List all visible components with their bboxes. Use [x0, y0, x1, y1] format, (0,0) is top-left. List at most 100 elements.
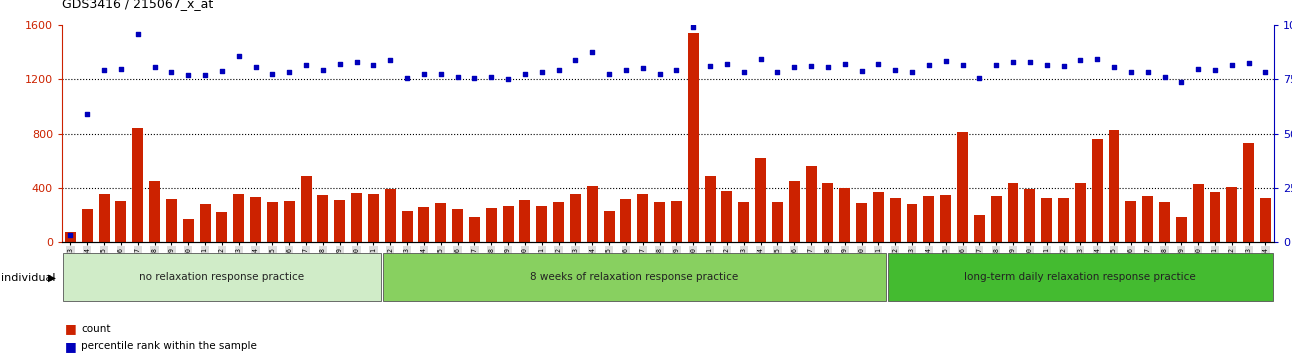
Bar — [284, 201, 295, 242]
Point — [1238, 60, 1258, 66]
Bar — [98, 194, 110, 242]
Bar — [385, 189, 395, 242]
Point — [296, 63, 317, 68]
Bar — [1193, 184, 1204, 242]
Point — [464, 75, 484, 81]
Bar — [469, 217, 479, 242]
Bar — [132, 128, 143, 242]
Point — [262, 71, 283, 76]
Point — [1019, 59, 1040, 64]
Point — [413, 71, 434, 76]
Point — [162, 70, 182, 75]
Point — [430, 71, 451, 76]
Point — [531, 69, 552, 75]
Point — [61, 232, 81, 238]
Point — [1137, 70, 1158, 75]
Bar — [81, 209, 93, 242]
Bar — [1008, 183, 1018, 242]
Point — [514, 72, 535, 77]
Bar — [1092, 139, 1102, 242]
Bar — [687, 33, 699, 242]
Text: individual: individual — [1, 273, 56, 283]
Point — [1171, 79, 1191, 85]
Bar — [165, 199, 177, 242]
Bar — [419, 207, 429, 242]
Point — [279, 70, 300, 75]
Bar — [637, 194, 649, 242]
Bar — [503, 206, 513, 242]
Point — [212, 68, 233, 74]
Bar — [1025, 189, 1035, 242]
Bar — [873, 192, 884, 242]
Point — [1070, 57, 1090, 63]
Point — [935, 58, 956, 64]
Bar — [536, 206, 548, 242]
Bar — [351, 193, 362, 242]
Bar — [771, 202, 783, 242]
Point — [615, 67, 636, 73]
Point — [952, 62, 973, 68]
Bar — [402, 211, 412, 242]
Point — [1036, 62, 1057, 68]
Bar — [1142, 196, 1154, 242]
Point — [145, 64, 165, 70]
Bar — [335, 200, 345, 242]
FancyBboxPatch shape — [382, 253, 886, 301]
Point — [1204, 67, 1225, 73]
Bar — [1075, 183, 1085, 242]
Bar — [806, 166, 817, 242]
Bar — [957, 132, 968, 242]
Point — [700, 63, 721, 69]
Text: ■: ■ — [65, 322, 76, 335]
Text: count: count — [81, 324, 111, 333]
Point — [801, 63, 822, 69]
Bar — [907, 204, 917, 242]
Point — [1103, 64, 1124, 70]
Point — [548, 68, 568, 73]
Point — [1187, 66, 1208, 72]
Text: long-term daily relaxation response practice: long-term daily relaxation response prac… — [964, 272, 1196, 282]
Bar — [671, 201, 682, 242]
Point — [1255, 69, 1275, 75]
Bar — [1226, 187, 1238, 242]
Bar — [553, 202, 565, 242]
Bar — [435, 203, 446, 242]
FancyBboxPatch shape — [63, 253, 381, 301]
Bar — [1125, 201, 1136, 242]
Bar — [519, 200, 530, 242]
Bar — [149, 181, 160, 242]
Bar — [301, 176, 311, 242]
Point — [229, 53, 249, 59]
Bar — [1243, 143, 1255, 242]
Bar — [924, 195, 934, 242]
Bar — [1159, 202, 1171, 242]
Point — [649, 71, 669, 76]
Point — [581, 49, 602, 55]
Point — [128, 32, 149, 37]
Point — [397, 75, 417, 81]
Bar — [587, 186, 598, 242]
Point — [784, 64, 805, 70]
Bar — [318, 195, 328, 242]
Point — [497, 76, 518, 82]
Point — [683, 24, 704, 30]
Bar — [1209, 192, 1221, 242]
Bar — [217, 212, 227, 242]
Point — [751, 56, 771, 62]
Bar — [738, 202, 749, 242]
Bar — [788, 181, 800, 242]
Bar — [570, 194, 581, 242]
Point — [94, 68, 115, 73]
Point — [245, 64, 266, 70]
Text: ▶: ▶ — [48, 273, 56, 283]
Point — [818, 64, 839, 70]
Bar — [251, 197, 261, 242]
Bar — [234, 194, 244, 242]
Point — [111, 66, 132, 72]
Bar — [486, 208, 496, 242]
Text: percentile rank within the sample: percentile rank within the sample — [81, 341, 257, 351]
Bar — [941, 195, 951, 242]
Point — [1003, 59, 1023, 64]
Point — [969, 75, 990, 81]
Point — [313, 67, 333, 73]
